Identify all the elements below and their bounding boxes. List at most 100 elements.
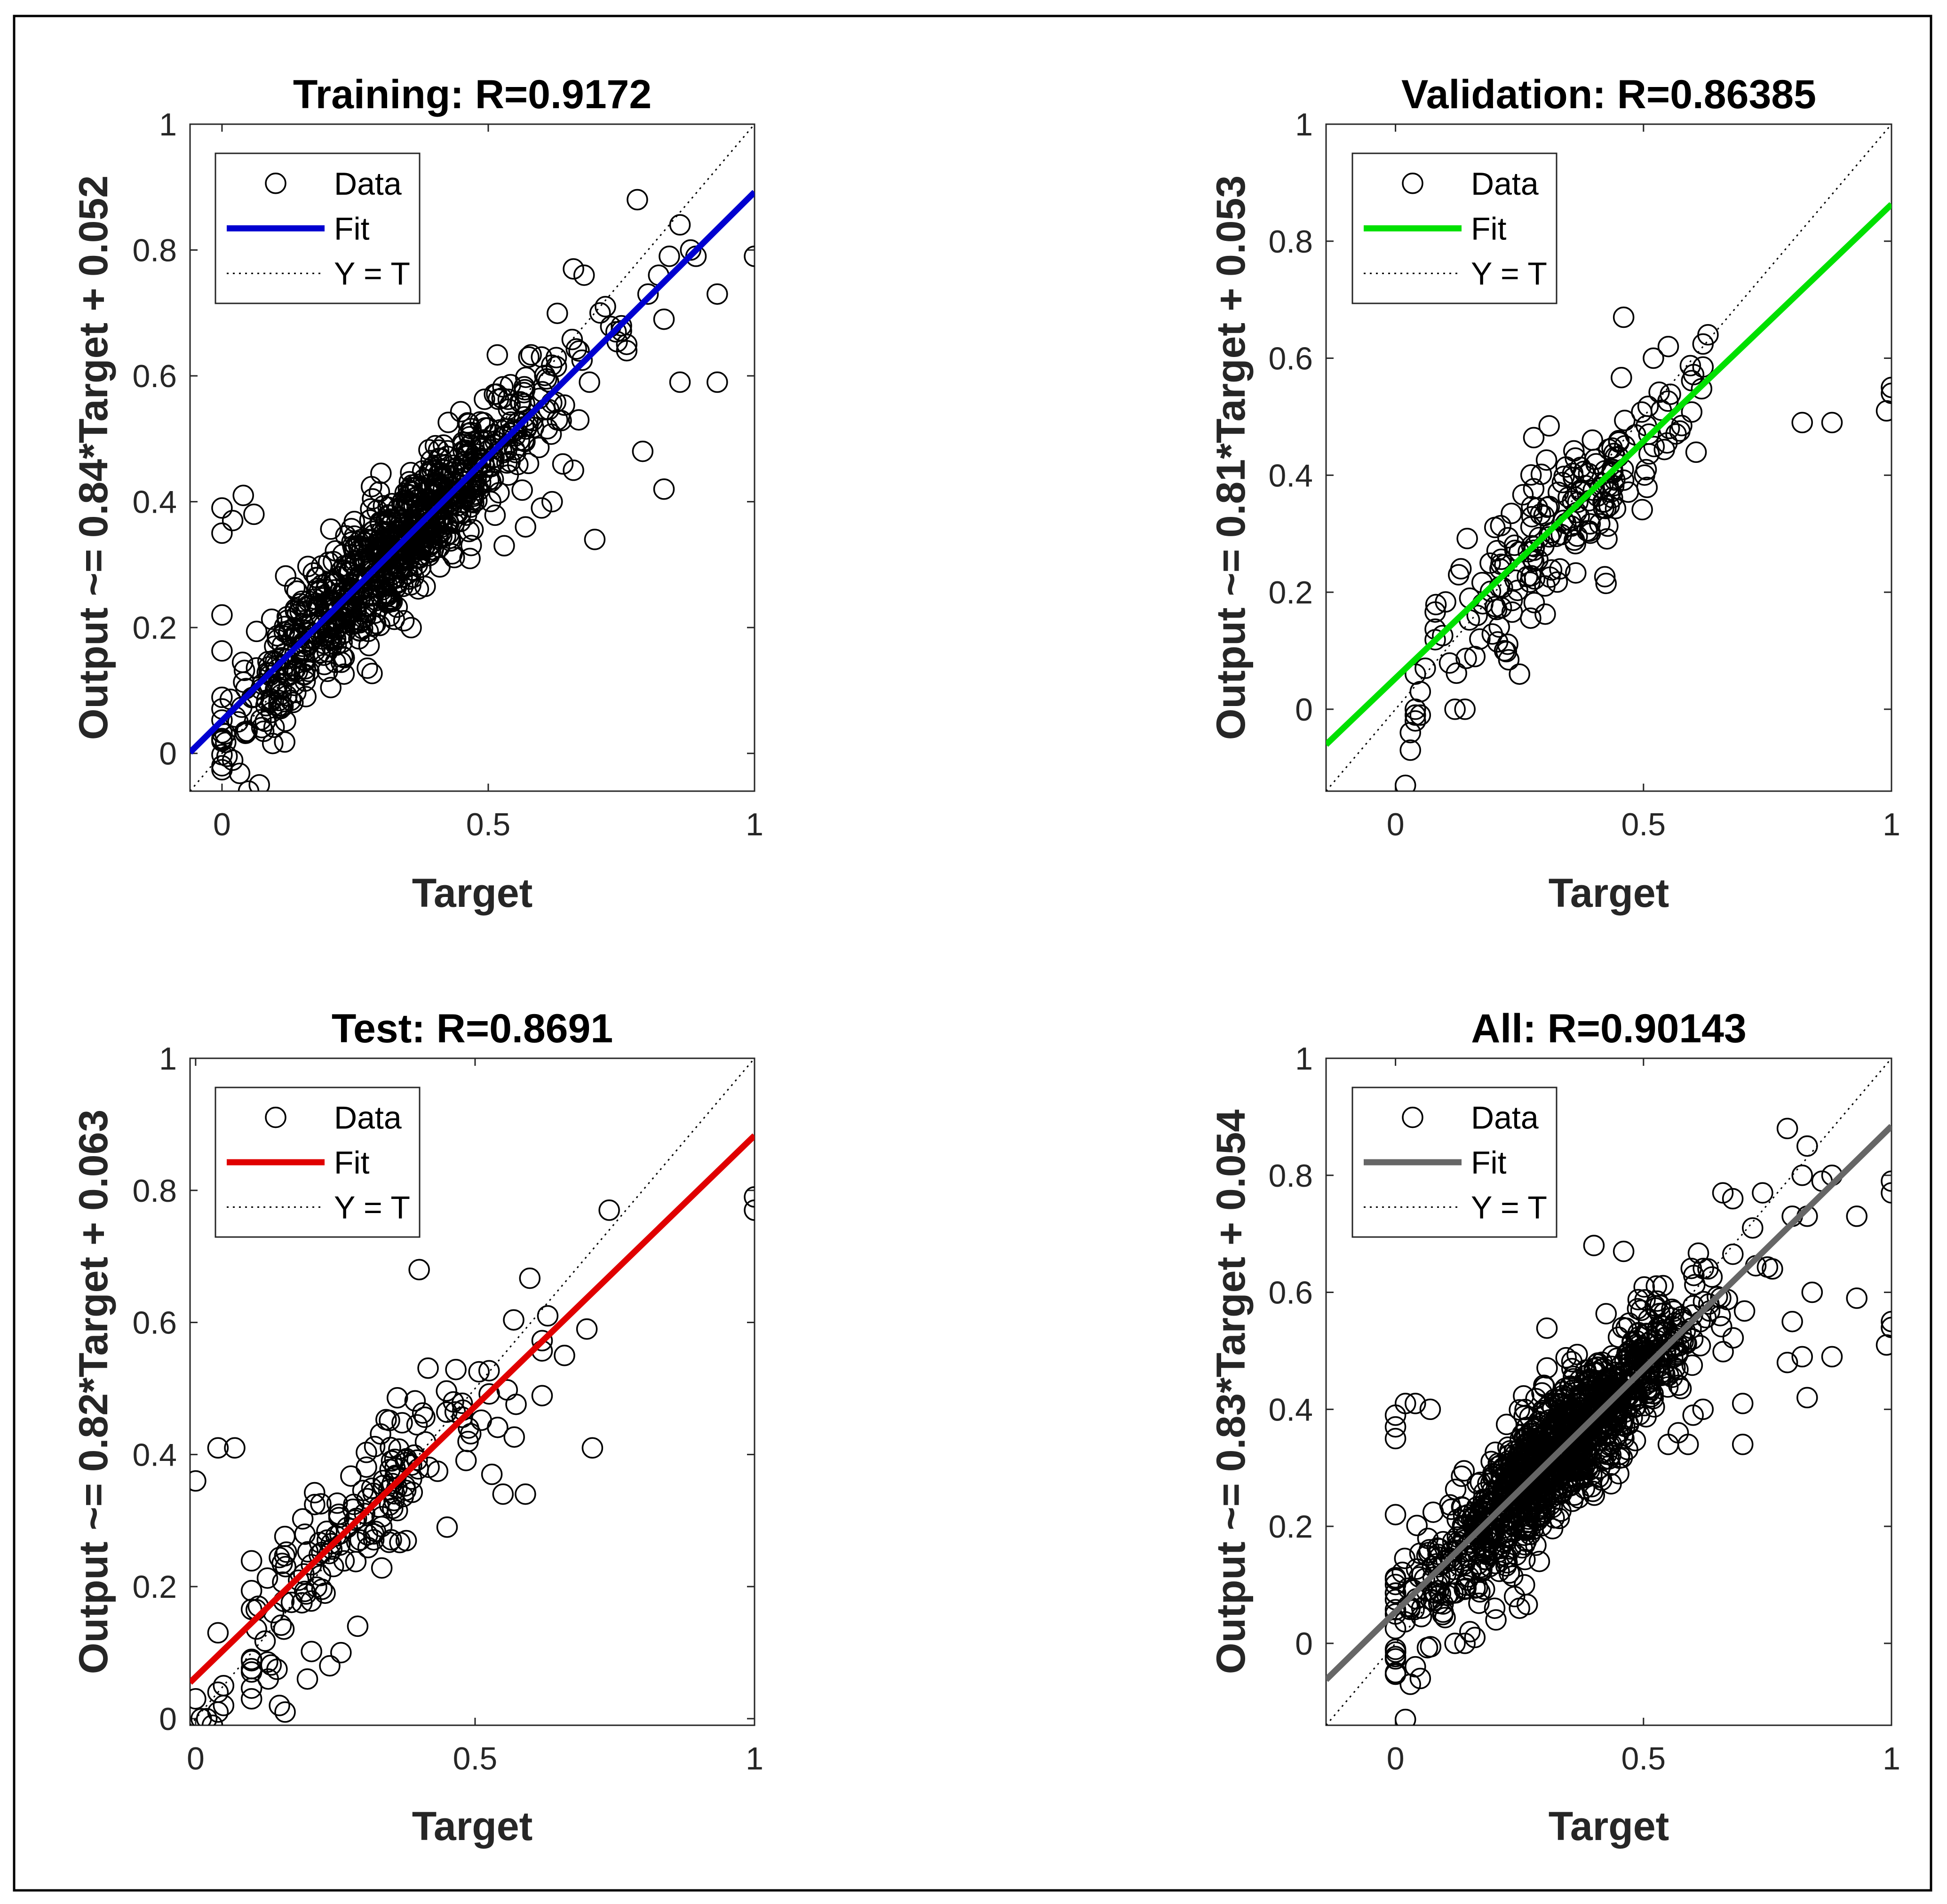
all-data-point	[1697, 1258, 1719, 1280]
training-fit-line	[190, 190, 755, 755]
test-data-point	[418, 1456, 440, 1478]
test-xtick-label: 0.5	[453, 1741, 498, 1777]
all-data-point	[1513, 1385, 1534, 1407]
all-data-point	[1881, 1182, 1891, 1204]
all-data-point	[1422, 1501, 1444, 1523]
training-ytick-label: 0.2	[132, 610, 177, 646]
all-title: All: R=0.90143	[1471, 1006, 1747, 1051]
test-data-point	[554, 1345, 575, 1366]
validation-data-point	[1520, 464, 1542, 486]
training-data-point	[340, 597, 362, 619]
all-data-point	[1881, 1310, 1891, 1333]
validation-data-point	[1533, 505, 1555, 527]
all-data-point	[1475, 1510, 1497, 1532]
training-data-point	[235, 722, 256, 744]
test-ytick-label: 0.2	[132, 1569, 177, 1605]
all-data-point	[1881, 1170, 1891, 1192]
all-data-point	[1384, 1416, 1407, 1438]
training-data-point	[231, 651, 254, 673]
training-data-point	[493, 425, 516, 447]
validation-data-point	[1464, 646, 1486, 667]
training-data-point	[227, 711, 249, 733]
training-data-point	[290, 593, 311, 615]
test-data-point	[414, 1406, 436, 1428]
all-data-point	[1419, 1398, 1441, 1420]
all-data-point	[1417, 1527, 1439, 1549]
validation-data-point	[1523, 592, 1545, 613]
training-data-point	[292, 632, 314, 654]
validation-data-point	[1455, 647, 1477, 669]
all-legend-fit-label: Fit	[1471, 1145, 1507, 1181]
all-data-point	[1597, 1422, 1619, 1444]
all-data-point	[1498, 1452, 1520, 1474]
all-data-point	[1776, 1118, 1798, 1140]
all-data-point	[1384, 1582, 1407, 1604]
training-data-point	[360, 476, 382, 498]
validation-data-point	[1596, 528, 1618, 550]
test-data-point	[276, 1541, 297, 1563]
all-data-point	[1698, 1293, 1720, 1315]
validation-xtick-label: 1	[1883, 807, 1900, 842]
all-data-point	[1801, 1281, 1823, 1303]
all-data-point	[1547, 1438, 1568, 1460]
training-data-point	[365, 539, 387, 561]
all-data-point	[1464, 1577, 1486, 1599]
validation-data-point	[1697, 324, 1719, 346]
training-data-point	[589, 302, 611, 324]
training-data-point	[595, 296, 616, 317]
training-data-point	[460, 535, 482, 556]
all-data-point	[1677, 1434, 1699, 1455]
validation-data-point	[1409, 704, 1431, 726]
test-data-point	[361, 1477, 383, 1499]
all-data-point	[1732, 1434, 1754, 1455]
test-xtick-label: 1	[746, 1741, 763, 1777]
training-data-point	[744, 246, 755, 267]
training-data-point	[401, 474, 423, 496]
training-data-point	[459, 547, 481, 570]
training-data-point	[518, 346, 540, 368]
validation-data-point	[1580, 522, 1601, 544]
training-data-point	[216, 746, 238, 767]
test-data-point	[301, 1641, 322, 1662]
validation-data-point	[1653, 438, 1675, 460]
training-data-point	[264, 635, 286, 657]
training-data-point	[513, 406, 535, 428]
training-data-point	[391, 528, 413, 550]
all-data-point	[1394, 1547, 1416, 1569]
validation-data-point	[1791, 412, 1813, 434]
all-data-point	[1454, 1553, 1475, 1575]
training-data-point	[366, 500, 388, 521]
all-data-point	[1394, 1708, 1416, 1725]
training-data-point	[493, 535, 515, 557]
all-data-point	[1443, 1558, 1464, 1580]
all-data-point	[1579, 1369, 1601, 1390]
training-data-point	[378, 542, 400, 564]
all-legend: Data Fit Y = T	[1351, 1087, 1558, 1238]
training-data-point	[538, 371, 559, 393]
panel-all: All: R=0.90143 Output ~= 0.83*Target + 0…	[1208, 1006, 1900, 1849]
training-data-point	[632, 440, 654, 462]
test-data-point	[503, 1309, 524, 1331]
all-data-point	[1614, 1351, 1636, 1372]
test-data-point	[391, 1412, 413, 1434]
training-data-point	[541, 491, 563, 513]
validation-data-point	[1454, 698, 1476, 720]
test-data-point	[274, 1701, 296, 1723]
training-data-point	[278, 619, 300, 642]
all-data-point	[1514, 1548, 1536, 1571]
test-data-point	[468, 1361, 490, 1383]
test-legend-marker	[265, 1106, 286, 1128]
validation-data-point	[1603, 443, 1625, 464]
all-data-point	[1468, 1592, 1490, 1614]
training-data-point	[275, 565, 297, 587]
training-data-point	[547, 409, 568, 431]
test-data-point	[340, 1465, 362, 1487]
all-data-point	[1563, 1365, 1584, 1387]
validation-data-point	[1576, 520, 1598, 542]
all-data-point	[1384, 1567, 1407, 1589]
training-data-point	[298, 660, 320, 682]
validation-data-point	[1523, 427, 1545, 449]
test-data-point	[354, 1503, 375, 1524]
test-data-point	[269, 1695, 290, 1716]
training-ytick-label: 0	[159, 736, 177, 772]
